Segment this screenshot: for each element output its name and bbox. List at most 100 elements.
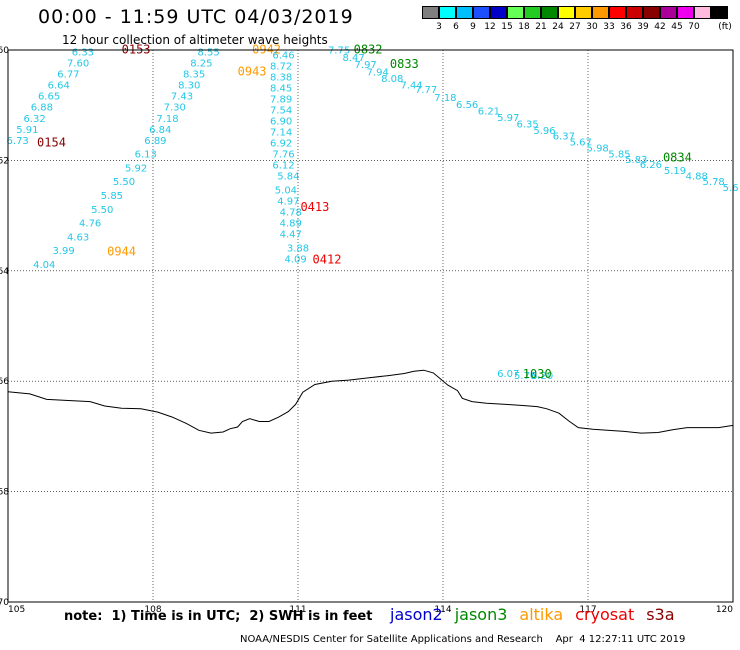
legend-label: 33 [603,22,615,32]
track-altika: 8.558.258.358.307.437.307.186.846.89 6.13… [33,42,281,271]
swh-label: 7.97 [355,60,377,71]
time-label: 0833 [390,57,419,71]
swh-label: 8.55 [197,48,219,59]
swh-label: 8.30 [178,81,200,92]
legend-swatch [439,6,456,19]
swh-label: 6.84 [149,125,171,136]
swh-label: 5.78 [703,177,725,188]
time-label: 0832 [354,42,383,56]
swh-label: 8.47 [342,53,364,64]
swh-label: 6.32 [23,114,45,125]
swh-label: 5.04 [275,186,297,197]
swh-label: 5.19 [664,166,686,177]
legend-label: 27 [569,22,581,32]
legend-label: 21 [535,22,547,32]
legend-swatch [558,6,575,19]
legend-label: 39 [637,22,649,32]
lon-tick-label: 108 [144,605,161,615]
swh-label: 6.07 [497,369,519,380]
swh-label: 7.43 [171,92,193,103]
swh-label: 4.88 [686,172,708,183]
swh-label: 7.18 [156,114,178,125]
legend-label: 6 [453,22,459,32]
swh-label: 8.45 [270,83,292,94]
lon-tick-label: 120 [716,605,733,615]
swh-label: 4.09 [284,255,306,266]
lat-tick-label: -68 [0,488,9,498]
swh-label: 5.97 [497,113,519,124]
lon-tick-label: 114 [434,605,451,615]
track-cryosat: 6.468.728.388.457.897.546.907.146.927.76… [270,50,342,266]
swh-label: 5.84 [277,172,299,183]
swh-label: 3.88 [287,243,309,254]
satellite-cryosat: cryosat [575,605,635,624]
track-s3a: 6.337.606.776.646.656.886.325.916.73 0153… [7,42,151,149]
track-jason3: 7.758.477.977.948.087.447.777.186.566.21… [328,42,739,193]
swh-label: 6.20 [531,371,553,382]
swh-label: 4.89 [280,219,302,230]
legend-label: 42 [654,22,666,32]
time-label: 0413 [300,200,329,214]
swh-label: 5.96 [533,126,555,137]
lat-lon-grid [7,49,734,603]
swh-label: 6.35 [516,119,538,130]
swh-label: 8.38 [270,72,292,83]
legend-swatch [473,6,490,19]
legend-swatch [507,6,524,19]
map-frame [7,49,734,603]
legend-label: 18 [518,22,530,32]
legend-label: 9 [470,22,476,32]
legend-label: 12 [484,22,496,32]
swh-label: 6.21 [478,107,500,118]
legend-swatch [643,6,660,19]
legend-swatch [609,6,626,19]
swh-label: 8.25 [190,59,212,70]
legend-swatch [541,6,558,19]
footnote: note: 1) Time is in UTC; 2) SWH is in fe… [64,609,373,624]
swh-label: 6.13 [135,150,157,161]
legend-unit: (ft) [718,22,732,32]
swh-label: 5.76 [514,371,536,382]
swh-label: 3.99 [52,246,74,257]
swh-label: 5.92 [125,163,147,174]
lat-tick-label: -60 [0,46,9,56]
swh-label: 7.14 [270,128,292,139]
legend-swatch [694,6,711,19]
legend-swatch [575,6,592,19]
swh-label: 6.73 [7,136,29,147]
swh-label: 6.90 [270,117,292,128]
swh-label: 6.77 [57,70,79,81]
satellite-altika: altika [519,605,564,624]
axis-ticks: 105 108 111 114 117 120 -60 -62 -64 -66 -68 -70 [0,46,733,615]
lat-tick-label: -64 [0,267,9,277]
legend-label: 36 [620,22,632,32]
lon-tick-label: 111 [289,605,306,615]
swh-label: 8.72 [270,61,292,72]
swh-label: 6.12 [272,161,294,172]
legend-label: 45 [671,22,683,32]
swh-label: 7.44 [400,81,422,92]
swh-label: 7.75 [328,45,350,56]
swh-label: 4.76 [79,219,101,230]
swh-label: 6.56 [456,100,478,111]
swh-label: 7.54 [270,105,292,116]
lat-tick-label: -66 [0,377,9,387]
swh-label: 4.97 [277,197,299,208]
lon-tick-label: 117 [579,605,596,615]
legend-swatch [456,6,473,19]
swh-label: 8.35 [183,70,205,81]
legend-label: 24 [552,22,564,32]
satellite-s3a: s3a [646,605,675,624]
legend-swatch [490,6,507,19]
swh-label: 7.18 [434,93,456,104]
swh-label: 6.65 [38,92,60,103]
swh-label: 5.83 [625,155,647,166]
time-label: 0834 [663,151,692,165]
swh-label: 5.67 [570,137,592,148]
legend-label: 15 [501,22,513,32]
swh-label: 4.78 [280,208,302,219]
legend-swatch [524,6,541,19]
swh-label: 5.98 [587,144,609,155]
